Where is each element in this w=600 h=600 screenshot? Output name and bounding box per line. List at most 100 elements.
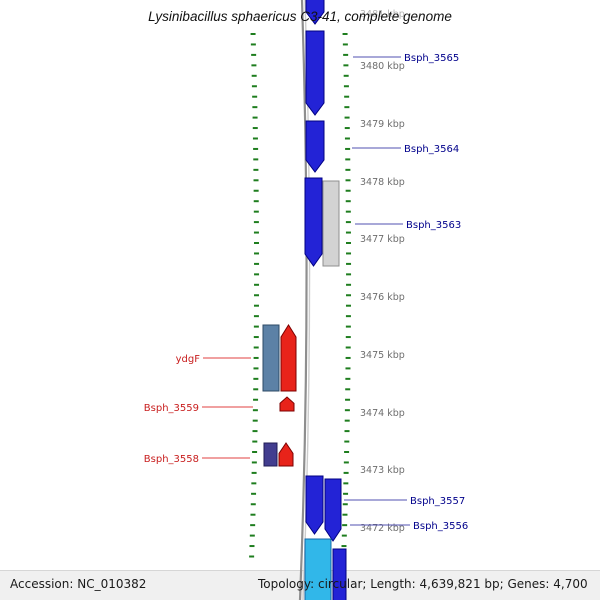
minor-tick-left xyxy=(253,367,259,370)
minor-tick-left xyxy=(253,388,259,391)
minor-tick-left xyxy=(252,116,258,119)
minor-tick-left xyxy=(252,127,258,130)
minor-tick-left xyxy=(253,377,259,380)
minor-tick-left xyxy=(253,242,259,244)
minor-tick-left xyxy=(252,106,258,109)
gene-unlabeled-blue-bottom[interactable] xyxy=(332,548,347,600)
gene-label-Bsph_3565[interactable]: Bsph_3565 xyxy=(404,53,459,64)
minor-tick-left xyxy=(250,43,256,46)
minor-tick-right xyxy=(345,367,351,370)
minor-tick-left xyxy=(254,283,260,286)
minor-tick-right xyxy=(343,74,349,77)
minor-tick-left xyxy=(253,221,259,224)
minor-tick-left xyxy=(252,409,258,412)
minor-tick-left xyxy=(253,147,259,150)
minor-tick-left xyxy=(254,294,260,297)
gene-label-Bsph_3564[interactable]: Bsph_3564 xyxy=(404,144,459,155)
minor-tick-left xyxy=(251,482,257,485)
gene-label-Bsph_3557[interactable]: Bsph_3557 xyxy=(410,496,465,507)
minor-tick-right xyxy=(343,471,349,474)
minor-tick-right xyxy=(345,189,351,192)
gene-Bsph_3558[interactable] xyxy=(278,442,294,467)
minor-tick-left xyxy=(249,534,255,537)
gene-unlabeled-steel[interactable] xyxy=(262,324,280,392)
gene-layer xyxy=(262,0,347,600)
minor-tick-left xyxy=(249,555,255,558)
minor-tick-left xyxy=(253,158,259,161)
gene-label-Bsph_3556[interactable]: Bsph_3556 xyxy=(413,521,468,532)
minor-tick-left xyxy=(252,137,258,140)
minor-tick-left xyxy=(252,451,258,453)
minor-tick-left xyxy=(249,545,255,548)
gene-Bsph_3557[interactable] xyxy=(324,478,342,542)
minor-tick-left xyxy=(254,252,260,255)
minor-tick-right xyxy=(345,179,351,182)
scale-label: 3481 kbp xyxy=(360,9,405,20)
minor-tick-left xyxy=(253,210,259,213)
gene-label-ydgF[interactable]: ydgF xyxy=(176,354,201,365)
minor-tick-left xyxy=(251,461,257,464)
accession-text: Accession: NC_010382 xyxy=(10,577,147,591)
minor-tick-left xyxy=(254,262,260,265)
minor-tick-left xyxy=(251,471,257,474)
scale-label: 3475 kbp xyxy=(360,350,405,361)
topology-info-text: Topology: circular; Length: 4,639,821 bp… xyxy=(258,577,588,591)
minor-tick-left xyxy=(253,189,259,192)
gene-label-Bsph_3559[interactable]: Bsph_3559 xyxy=(144,403,199,414)
gene-Bsph_3556[interactable] xyxy=(305,475,324,535)
minor-tick-right xyxy=(344,127,350,130)
gene-unlabeled-cyan-bottom[interactable] xyxy=(304,538,332,600)
minor-tick-left xyxy=(253,231,259,234)
minor-tick-right xyxy=(345,221,351,224)
minor-tick-left xyxy=(253,398,259,401)
minor-tick-right xyxy=(342,43,348,46)
minor-tick-right xyxy=(343,64,349,67)
minor-tick-left xyxy=(254,273,260,276)
minor-tick-right xyxy=(344,137,350,140)
minor-tick-right xyxy=(343,492,349,495)
minor-tick-left xyxy=(250,33,256,35)
minor-tick-left xyxy=(251,74,257,77)
minor-tick-left xyxy=(253,179,259,182)
minor-tick-right xyxy=(344,116,350,119)
minor-tick-right xyxy=(345,168,351,171)
minor-tick-left xyxy=(250,503,256,506)
minor-tick-right xyxy=(345,336,351,339)
minor-tick-right xyxy=(342,524,348,527)
minor-tick-right xyxy=(345,346,351,349)
minor-tick-right xyxy=(344,430,350,433)
minor-tick-left xyxy=(253,304,259,307)
gene-Bsph_3564[interactable] xyxy=(305,120,325,173)
minor-tick-right xyxy=(346,283,352,286)
scale-label: 3478 kbp xyxy=(360,177,405,188)
gene-Bsph_3565[interactable] xyxy=(305,30,325,116)
tick-layer xyxy=(249,33,352,558)
minor-tick-right xyxy=(344,409,350,412)
minor-tick-right xyxy=(345,242,351,244)
minor-tick-right xyxy=(341,534,347,537)
gene-unlabeled-navy[interactable] xyxy=(263,442,278,467)
scale-label: 3476 kbp xyxy=(360,292,405,303)
minor-tick-right xyxy=(344,440,350,443)
gene-upstream-partial[interactable] xyxy=(305,0,325,25)
minor-tick-left xyxy=(253,168,259,171)
minor-tick-left xyxy=(253,356,259,359)
minor-tick-right xyxy=(343,85,349,88)
scale-label: 3480 kbp xyxy=(360,61,405,72)
gene-label-Bsph_3558[interactable]: Bsph_3558 xyxy=(144,454,199,465)
minor-tick-right xyxy=(344,419,350,422)
minor-tick-left xyxy=(251,85,257,88)
gene-Bsph_3563[interactable] xyxy=(304,177,323,267)
minor-tick-left xyxy=(251,53,257,56)
gene-Bsph_3559[interactable] xyxy=(279,396,295,412)
minor-tick-left xyxy=(252,430,258,433)
minor-tick-right xyxy=(345,398,351,401)
minor-tick-right xyxy=(344,451,350,453)
gene-ydgF[interactable] xyxy=(280,324,297,392)
minor-tick-right xyxy=(345,356,351,359)
minor-tick-right xyxy=(342,503,348,506)
gene-label-Bsph_3563[interactable]: Bsph_3563 xyxy=(406,220,461,231)
gene-unlabeled-gray[interactable] xyxy=(322,180,340,267)
